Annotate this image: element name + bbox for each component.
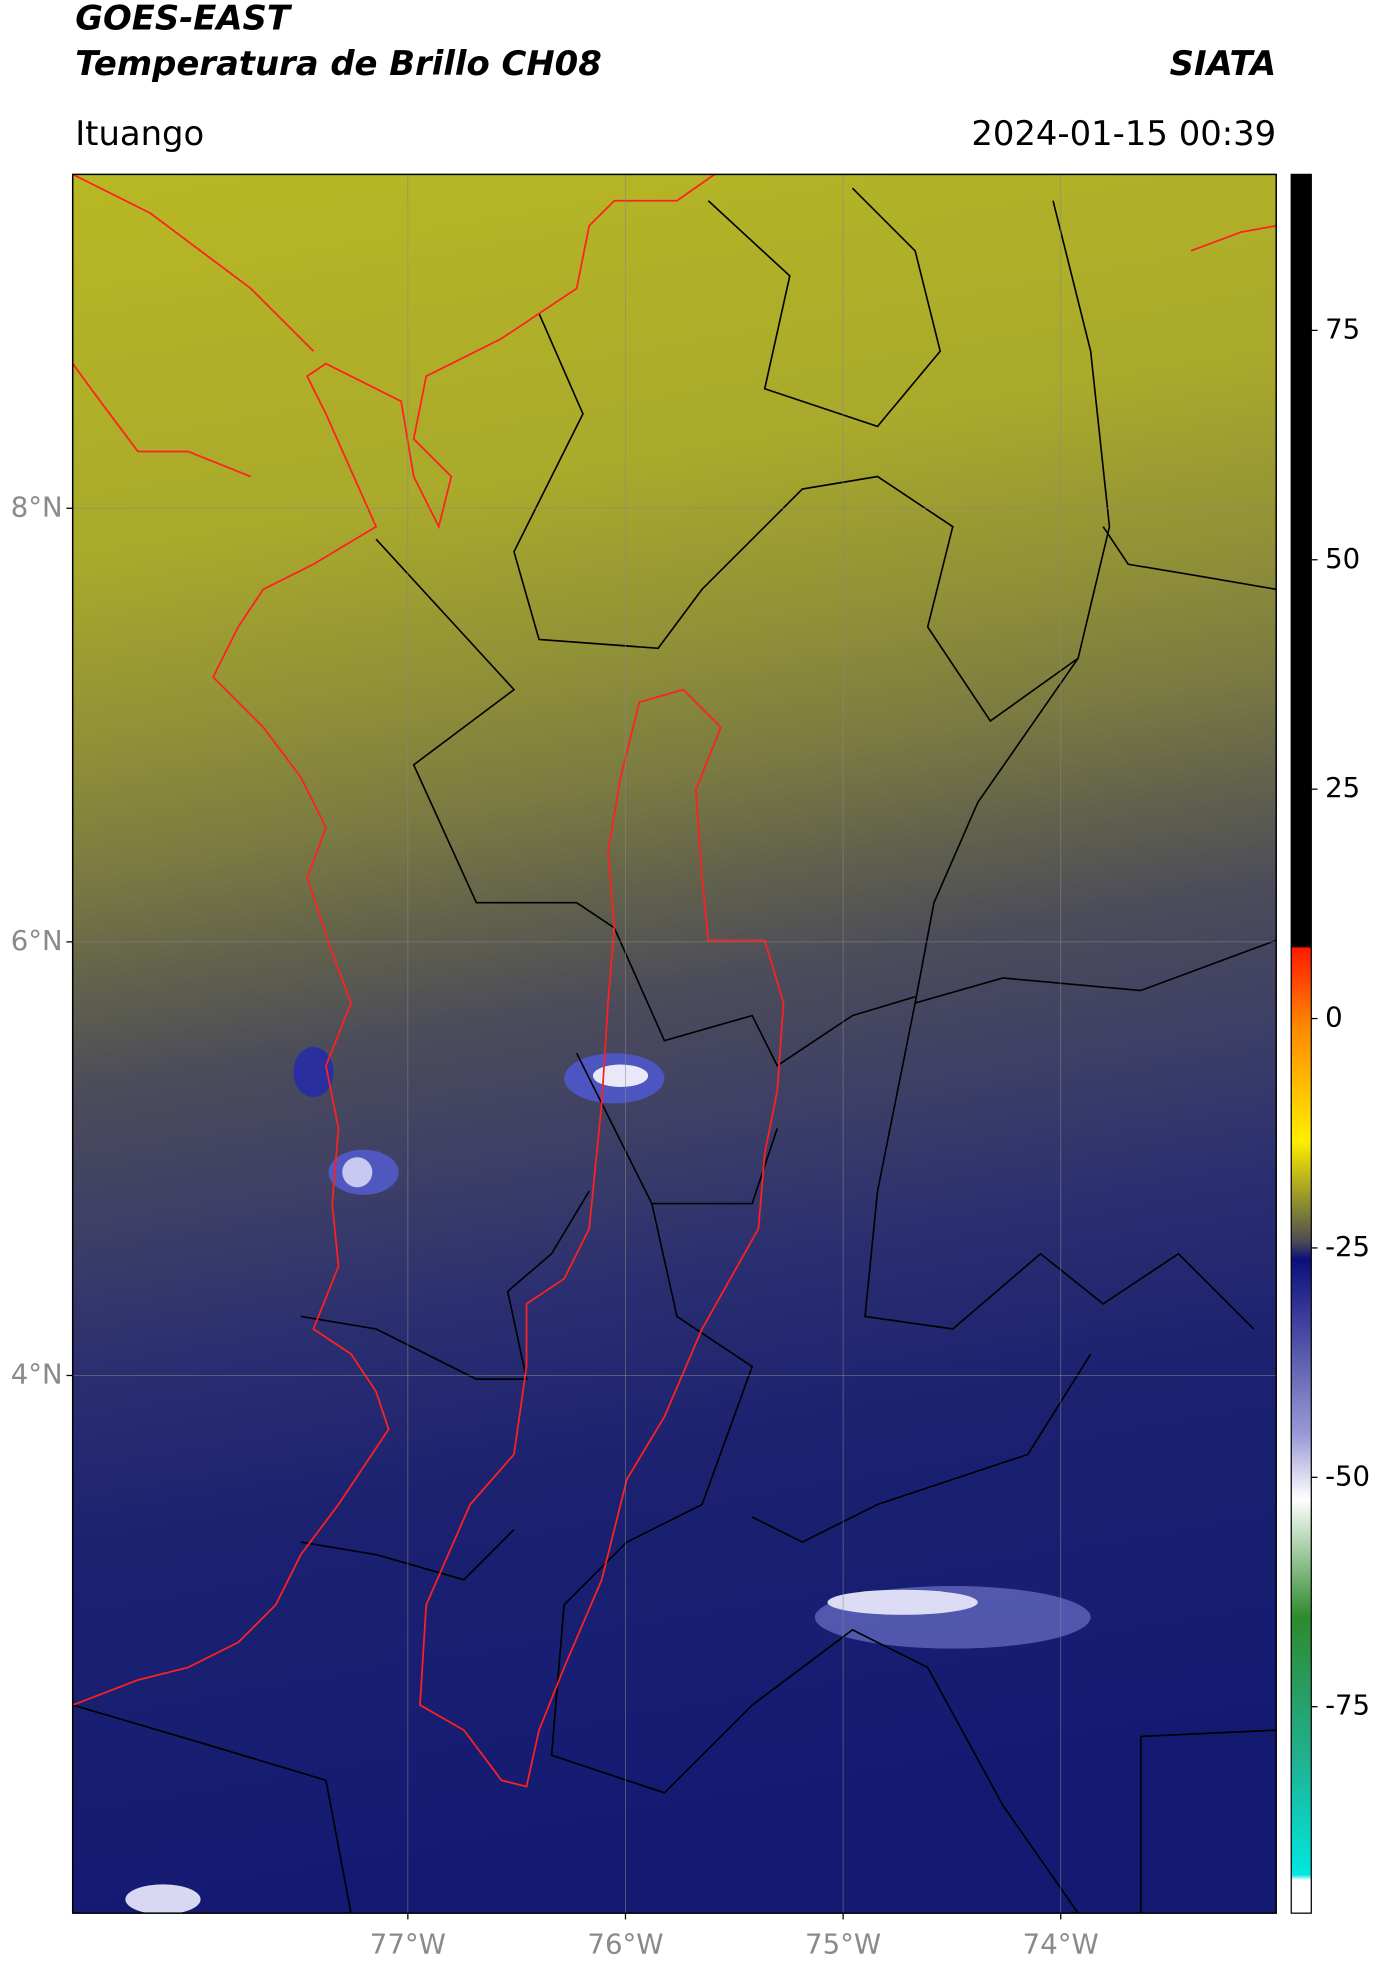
lon-tick-label: 74°W bbox=[1023, 1928, 1099, 1961]
cloud bbox=[827, 1589, 978, 1615]
coastline-and-basin bbox=[72, 174, 1277, 1788]
lon-tick-label: 76°W bbox=[587, 1928, 663, 1961]
grid bbox=[72, 174, 1277, 1914]
lat-tick-label: 6°N bbox=[11, 924, 63, 957]
colorbar-tick-label: 25 bbox=[1325, 771, 1360, 804]
lon-tick-label: 77°W bbox=[370, 1928, 446, 1961]
cloud bbox=[342, 1157, 373, 1188]
colorbar-tick-label: -75 bbox=[1325, 1689, 1370, 1722]
datetime: 2024-01-15 00:39 bbox=[971, 114, 1276, 153]
colorbar-tick-label: 75 bbox=[1325, 312, 1360, 345]
colorbar bbox=[1290, 173, 1312, 1914]
location: Ituango bbox=[75, 114, 204, 153]
colorbar-tick-label: -25 bbox=[1325, 1230, 1370, 1263]
labels: 8°N 6°N 4°N 77°W 76°W 75°W 74°W 75 50 25 0 -25 -50 -7… bbox=[11, 312, 1370, 1960]
title: GOES-EAST bbox=[75, 0, 293, 38]
colorbar-tick-label: 0 bbox=[1325, 1001, 1343, 1034]
subtitle: Temperatura de Brillo CH08 bbox=[75, 44, 602, 83]
source: SIATA bbox=[1170, 44, 1277, 83]
map-frame bbox=[71, 173, 1277, 1914]
map bbox=[72, 174, 1277, 1914]
lat-tick-label: 4°N bbox=[11, 1357, 63, 1390]
cloud bbox=[592, 1064, 649, 1088]
map-field bbox=[72, 174, 1277, 1914]
borders bbox=[72, 187, 1277, 1914]
colorbar-tick-label: -50 bbox=[1325, 1459, 1370, 1492]
cloud bbox=[293, 1046, 334, 1098]
lon-tick-label: 75°W bbox=[805, 1928, 881, 1961]
cloud bbox=[125, 1884, 201, 1914]
colorbar-tick-label: 50 bbox=[1325, 542, 1360, 575]
lat-tick-label: 8°N bbox=[11, 490, 63, 523]
